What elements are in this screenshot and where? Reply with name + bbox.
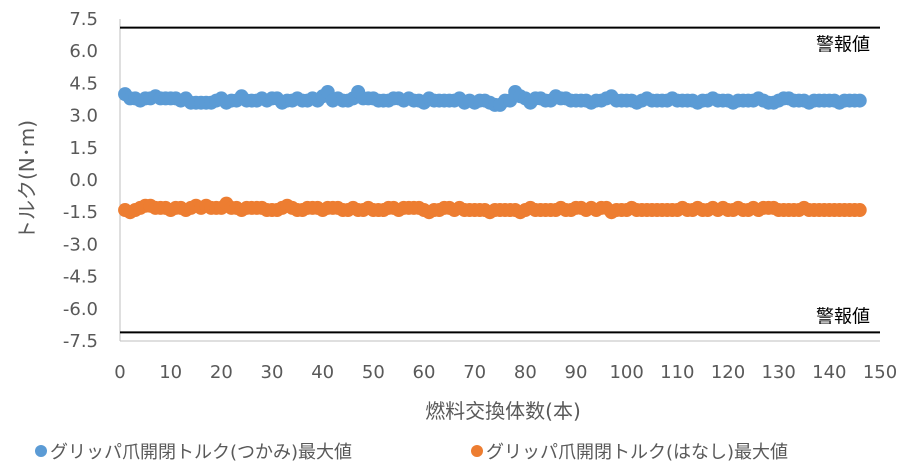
x-tick-label: 140 — [812, 362, 846, 383]
y-tick-label: 4.5 — [69, 73, 98, 94]
x-tick-label: 10 — [159, 362, 182, 383]
y-tick-labels: 7.5 6.0 4.5 3.0 1.5 0.0 -1.5 -3.0 -4.5 -6.0 -7.5 — [63, 9, 98, 352]
y-axis-title: トルク(N･m) — [15, 120, 39, 240]
data-point — [852, 203, 867, 218]
y-tick-label: -3.0 — [63, 234, 98, 255]
data-points — [118, 84, 867, 220]
y-tick-label: 1.5 — [69, 138, 98, 159]
x-tick-label: 80 — [514, 362, 537, 383]
y-tick-label: -1.5 — [63, 202, 98, 223]
y-tick-label: -6.0 — [63, 299, 98, 320]
legend-label-release: グリッパ爪開閉トルク(はなし)最大値 — [486, 442, 788, 461]
x-tick-label: 130 — [761, 362, 795, 383]
x-tick-label: 150 — [863, 362, 897, 383]
legend-marker-release — [471, 445, 483, 457]
legend: グリッパ爪開閉トルク(つかみ)最大値 グリッパ爪開閉トルク(はなし)最大値 — [35, 442, 788, 463]
legend-label-grab: グリッパ爪開閉トルク(つかみ)最大値 — [50, 442, 352, 461]
x-tick-label: 90 — [565, 362, 588, 383]
series-release-max — [118, 196, 867, 220]
axes-layer — [119, 19, 880, 342]
x-tick-label: 60 — [413, 362, 436, 383]
x-tick-label: 70 — [463, 362, 486, 383]
x-tick-label: 50 — [362, 362, 385, 383]
x-axis-title: 燃料交換体数(本) — [425, 399, 581, 423]
x-tick-label: 110 — [660, 362, 694, 383]
x-tick-label: 40 — [311, 362, 334, 383]
x-tick-label: 100 — [609, 362, 643, 383]
y-tick-label: 0.0 — [69, 170, 98, 191]
alarm-label: 警報値 — [816, 35, 870, 56]
x-tick-label: 30 — [261, 362, 284, 383]
x-tick-label: 120 — [711, 362, 745, 383]
y-tick-label: 6.0 — [69, 41, 98, 62]
alarm-label: 警報値 — [816, 306, 870, 327]
y-tick-label: -7.5 — [63, 331, 98, 352]
legend-marker-grab — [35, 445, 47, 457]
y-tick-label: 7.5 — [69, 9, 98, 30]
x-tick-label: 0 — [114, 362, 125, 383]
x-tick-label: 20 — [210, 362, 233, 383]
series-grab-max — [118, 84, 867, 112]
data-point — [852, 93, 867, 108]
x-tick-labels: 0 10 20 30 40 50 60 70 80 90 100 110 120 130 140 150 — [114, 362, 897, 383]
y-tick-label: 3.0 — [69, 106, 98, 127]
y-tick-label: -4.5 — [63, 267, 98, 288]
